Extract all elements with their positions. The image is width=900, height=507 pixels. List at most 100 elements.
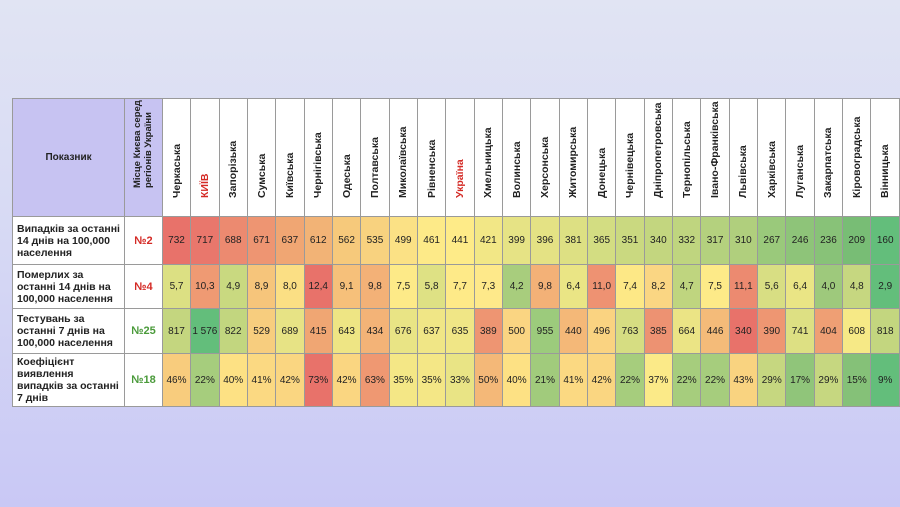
value-cell: 562 [331,216,362,265]
value-cell: 434 [360,308,390,354]
value-cell: 11,1 [728,264,759,309]
value-cell: 7,3 [473,264,503,309]
value-cell: 42% [331,353,362,407]
kyiv-rank: №18 [124,353,163,407]
region-name: Київська [283,152,296,198]
value-cell: 4,8 [842,264,872,309]
row-label: Тестувань за останні 7 днів на 100,000 н… [11,308,126,354]
value-cell: 246 [785,216,815,265]
value-cell: 50% [473,353,503,407]
region-name: Вінницька [879,144,892,198]
value-cell: 390 [757,308,787,354]
value-cell: 40% [218,353,248,407]
value-cell: 42% [275,353,305,407]
value-cell: 385 [643,308,674,354]
value-cell: 6,4 [785,264,815,309]
region-header: Хмельницька [473,98,503,217]
region-name: Україна [453,159,466,198]
value-cell: 236 [813,216,844,265]
value-cell: 9% [870,353,900,407]
value-cell: 40% [501,353,532,407]
region-name: Закарпатська [822,127,835,198]
value-cell: 160 [870,216,900,265]
value-cell: 817 [161,308,192,354]
covid-stats-table: Показник Місце Києва серед регіонів Укра… [11,98,900,407]
value-cell: 5,6 [757,264,787,309]
region-name: Волинська [510,141,523,198]
region-name: Херсонська [538,136,551,198]
value-cell: 9,8 [360,264,390,309]
value-cell: 22% [700,353,730,407]
value-cell: 332 [672,216,702,265]
value-cell: 4,9 [218,264,248,309]
region-header: Житомирська [558,98,589,217]
value-cell: 741 [785,308,815,354]
table-row: Тестувань за останні 7 днів на 100,000 н… [11,308,900,354]
row-label: Випадків за останні 14 днів на 100,000 н… [11,216,126,265]
region-name: Черкаська [170,143,183,198]
value-cell: 310 [728,216,759,265]
value-cell: 10,3 [190,264,220,309]
region-header: Вінницька [870,98,900,217]
region-header: Черкаська [161,98,192,217]
value-cell: 9,1 [331,264,362,309]
value-cell: 22% [190,353,220,407]
value-cell: 381 [558,216,589,265]
kyiv-place-header-text: Місце Києва серед регіонів України [132,100,155,188]
value-cell: 7,7 [445,264,475,309]
value-cell: 73% [303,353,333,407]
region-name: Кіровоградська [850,116,863,198]
value-cell: 29% [813,353,844,407]
region-name: Тернопільська [680,121,693,198]
value-cell: 688 [218,216,248,265]
value-cell: 635 [445,308,475,354]
region-header: Закарпатська [813,98,844,217]
value-cell: 496 [586,308,617,354]
value-cell: 529 [246,308,277,354]
value-cell: 399 [501,216,532,265]
region-header: Чернівецька [615,98,645,217]
value-cell: 500 [501,308,532,354]
value-cell: 732 [161,216,192,265]
region-name: Івано-Франківська [709,101,722,198]
value-cell: 446 [700,308,730,354]
value-cell: 664 [672,308,702,354]
value-cell: 35% [388,353,418,407]
value-cell: 17% [785,353,815,407]
row-label: Коефіцієнт виявлення випадків за останні… [11,353,126,407]
region-name: Чернівецька [624,132,637,198]
table-row: Випадків за останні 14 днів на 100,000 н… [11,216,900,265]
region-header: Івано-Франківська [700,98,730,217]
value-cell: 317 [700,216,730,265]
region-header: Запорізька [218,98,248,217]
region-name: Хмельницька [482,127,495,198]
value-cell: 9,8 [530,264,560,309]
kyiv-rank: №2 [124,216,163,265]
region-header: Луганська [785,98,815,217]
region-header: Львівська [728,98,759,217]
row-label: Померлих за останні 14 днів на 100,000 н… [11,264,126,309]
value-cell: 8,0 [275,264,305,309]
kyiv-rank: №25 [124,308,163,354]
region-header: Полтавська [360,98,390,217]
value-cell: 637 [416,308,447,354]
value-cell: 822 [218,308,248,354]
region-name: Сумська [255,153,268,198]
value-cell: 15% [842,353,872,407]
value-cell: 421 [473,216,503,265]
value-cell: 63% [360,353,390,407]
region-name: Житомирська [567,126,580,198]
value-cell: 415 [303,308,333,354]
value-cell: 5,7 [161,264,192,309]
value-cell: 676 [388,308,418,354]
value-cell: 351 [615,216,645,265]
value-cell: 689 [275,308,305,354]
value-cell: 1 576 [190,308,220,354]
value-cell: 267 [757,216,787,265]
region-header: Харківська [757,98,787,217]
value-cell: 4,0 [813,264,844,309]
value-cell: 21% [530,353,560,407]
value-cell: 717 [190,216,220,265]
region-header: Одеська [331,98,362,217]
value-cell: 461 [416,216,447,265]
